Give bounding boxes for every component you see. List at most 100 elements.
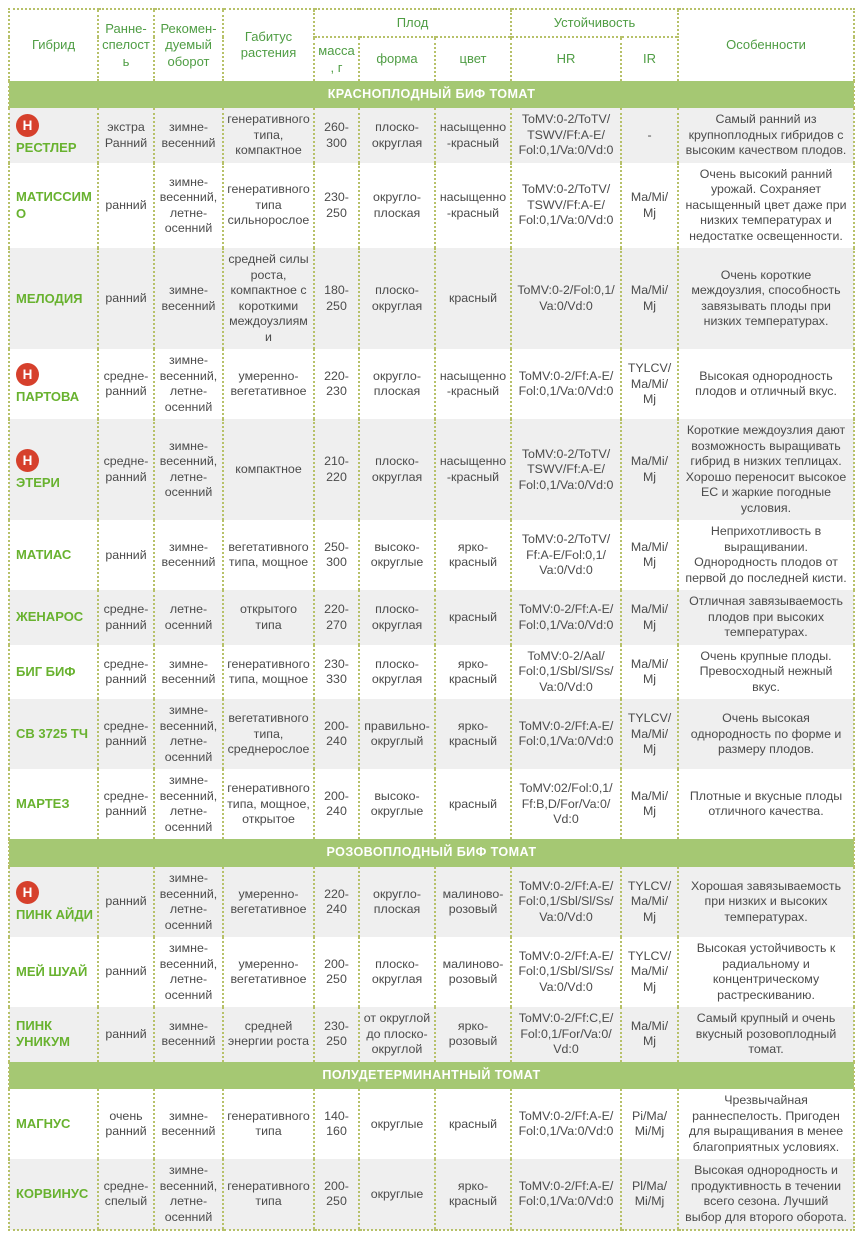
hybrid-row: МАГНУС очень ранний зимне-весенний генер… [8,1089,856,1160]
rotation-cell: зимне-весенний [153,520,223,591]
hybrid-name: МЕЙ ШУАЙ [16,963,88,979]
features-cell: Очень высокая однородность по форме и ра… [677,699,856,770]
mass-cell: 200-250 [313,937,359,1008]
hybrid-row: МАТИАС ранний зимне-весенний вегетативно… [8,520,856,591]
hybrid-cell: БИГ БИФ [8,644,98,700]
hybrid-row: БИГ БИФ средне-ранний зимне-весенний ген… [8,644,856,700]
mass-cell: 260-300 [313,108,359,163]
hr-resistance-cell: ToMV:0-2/​Ff:A-E/​Fol:0,1/​Va:0/​Vd:0 [510,1159,621,1232]
habitus-cell: генеративного типа, компактное [222,108,314,163]
rotation-cell: зимне-весенний, летне-осенний [153,769,223,840]
shape-cell: округлые [358,1159,435,1232]
habitus-cell: компактное [222,419,314,521]
section-header-row: КРАСНОПЛОДНЫЙ БИФ ТОМАТ [7,80,856,109]
col-header-resistance: Устойчивость [509,7,679,38]
hybrid-name: МАРТЕЗ [16,796,70,812]
rotation-cell: зимне-весенний, летне-осенний [153,699,223,770]
shape-cell: округло-плоская [358,867,435,938]
features-cell: Очень высокий ранний урожай. Сохраняет н… [677,162,856,249]
color-cell: красный [434,248,511,350]
color-cell: насыщенно-красный [434,419,511,521]
rotation-cell: зимне-весенний, летне-осенний [153,867,223,938]
habitus-cell: умеренно-вегетативное [222,867,314,938]
habitus-cell: вегетативного типа, мощное [222,520,314,591]
col-header-features: Особенности [677,8,856,81]
mass-cell: 200-240 [313,699,359,770]
hybrid-row: КОРВИНУС средне-спелый зимне-весенний, л… [8,1159,856,1232]
hr-resistance-cell: ToMV:0-2/​ToTV/​Ff:A-E/​Fol:0,1/​Va:0/​V… [510,520,621,591]
mass-cell: 210-220 [313,419,359,521]
tomato-hybrids-table: Гибрид Ранне-спелость Рекомен-дуемый обо… [7,7,856,1232]
hybrid-cell: КОРВИНУС [8,1159,98,1232]
hybrid-cell: СВ 3725 ТЧ [8,699,98,770]
ir-resistance-cell: Ma/​Mi/​Mj [619,162,679,249]
habitus-cell: умеренно-вегетативное [222,937,314,1008]
hybrid-name: ПИНК УНИКУМ [16,1017,70,1050]
habitus-cell: генеративного типа, мощное [222,644,314,700]
shape-cell: плоско-округлая [358,644,435,700]
rotation-cell: зимне-весенний [153,1089,223,1160]
earliness-cell: средне-ранний [97,349,154,420]
col-header-ir: IR [619,36,680,81]
shape-cell: высоко-округлые [358,520,435,591]
hybrid-cell: МАТИССИМО [8,162,98,249]
shape-cell: округлые [358,1089,435,1160]
features-cell: Неприхотливость в выращивании. Однородно… [677,520,856,591]
hr-resistance-cell: ToMV:0-2/​Ff:C,E/​Fol:0,1/​For/​Va:0/​Vd… [510,1007,621,1062]
rotation-cell: зимне-весенний [153,108,223,163]
section-title: ПОЛУДЕТЕРМИНАНТНЫЙ ТОМАТ [7,1061,856,1090]
color-cell: красный [434,769,511,840]
new-hybrid-badge-icon: Н [16,114,39,138]
habitus-cell: вегетативного типа, среднерослое [222,699,314,770]
new-hybrid-badge-icon: Н [16,363,39,387]
col-header-hr: HR [510,36,621,81]
rotation-cell: зимне-весенний, летне-осенний [153,1159,223,1232]
ir-resistance-cell: TYLCV/​Ma/​Mi/​Mj [619,349,679,420]
mass-cell: 200-240 [313,769,359,840]
hr-resistance-cell: ToMV:0-2/​Fol:0,1/​Va:0/​Vd:0 [510,248,621,350]
color-cell: насыщенно-красный [434,108,511,163]
hybrid-name: МАТИАС [16,547,72,563]
section-title: РОЗОВОПЛОДНЫЙ БИФ ТОМАТ [7,839,856,868]
earliness-cell: средне-ранний [97,699,154,770]
hybrid-name: КОРВИНУС [16,1186,89,1202]
features-cell: Чрезвычайная раннеспелость. Пригоден для… [677,1089,856,1160]
habitus-cell: генеративного типа сильнорослое [222,162,314,249]
hybrid-name: МАГНУС [16,1116,71,1132]
hybrid-cell: МЕЙ ШУАЙ [8,937,98,1008]
habitus-cell: средней энергии роста [222,1007,314,1062]
color-cell: ярко-красный [434,699,511,770]
features-cell: Высокая однородность плодов и отличный в… [677,349,856,420]
color-cell: ярко-красный [434,1159,511,1232]
mass-cell: 250-300 [313,520,359,591]
col-header-fruit: Плод [313,7,511,38]
earliness-cell: средне-ранний [97,419,154,521]
hybrid-cell: Н ЭТЕРИ [8,419,98,521]
earliness-cell: средне-ранний [97,590,154,645]
ir-resistance-cell: TYLCV/​Ma/​Mi/​Mj [619,937,679,1008]
hr-resistance-cell: ToMV:0-2/​ToTV/​TSWV/​Ff:A-E/​Fol:0,1/​V… [510,419,621,521]
table-header: Гибрид Ранне-спелость Рекомен-дуемый обо… [8,7,856,81]
features-cell: Высокая однородность и продуктивность в … [677,1159,856,1232]
hr-resistance-cell: ToMV:0-2/​Ff:A-E/​Fol:0,1/​Sbl/​Sl/​Ss/​… [510,937,621,1008]
features-cell: Высокая устойчивость к радиальному и кон… [677,937,856,1008]
earliness-cell: ранний [97,937,154,1008]
hr-resistance-cell: ToMV:0-2/​ToTV/​TSWV/​Ff:A-E/​Fol:0,1/​V… [510,108,621,163]
ir-resistance-cell: Ma/​Mi/​Mj [619,520,679,591]
hybrid-cell: МЕЛОДИЯ [8,248,98,350]
color-cell: насыщенно-красный [434,162,511,249]
hybrid-row: МАТИССИМО ранний зимне-весенний, летне-о… [8,162,856,249]
earliness-cell: средне-спелый [97,1159,154,1232]
hr-resistance-cell: ToMV:02/​Fol:0,1/​Ff:B,D/​For/​Va:0/​Vd:… [510,769,621,840]
col-header-earliness: Ранне-спелость [97,8,154,81]
ir-resistance-cell: Ma/​Mi/​Mj [619,769,679,840]
earliness-cell: экстра Ранний [97,108,154,163]
hybrid-row: Н РЕСТЛЕР экстра Ранний зимне-весенний г… [8,108,856,163]
mass-cell: 220-240 [313,867,359,938]
hybrid-cell: МАТИАС [8,520,98,591]
shape-cell: высоко-округлые [358,769,435,840]
hybrid-name: ПАРТОВА [16,389,80,405]
table-body: КРАСНОПЛОДНЫЙ БИФ ТОМАТ Н РЕСТЛЕР экстра… [7,80,856,1232]
hybrid-cell: МАРТЕЗ [8,769,98,840]
